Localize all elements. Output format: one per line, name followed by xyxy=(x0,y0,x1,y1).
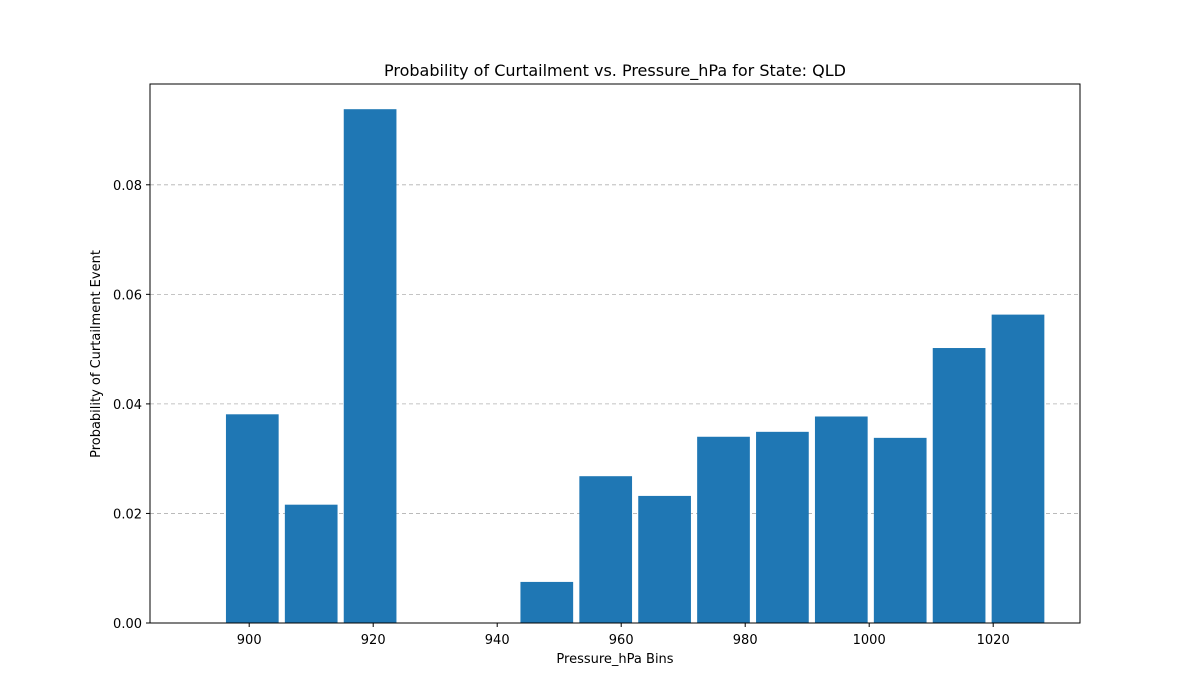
bar xyxy=(756,431,809,623)
y-tick-label: 0.08 xyxy=(113,179,142,194)
plot-frame xyxy=(149,83,1081,624)
y-axis-label: Probability of Curtailment Event xyxy=(89,250,104,458)
bar xyxy=(579,476,633,623)
chart-title: Probability of Curtailment vs. Pressure_… xyxy=(384,61,846,81)
x-tick-label: 980 xyxy=(733,633,758,648)
x-axis-ticks: 900 920 940 960 980 1000 1020 xyxy=(237,623,1010,648)
x-tick-label: 960 xyxy=(609,633,634,648)
x-axis-label: Pressure_hPa Bins xyxy=(556,652,673,667)
y-axis-ticks: 0.00 0.02 0.04 0.06 0.08 xyxy=(113,179,150,632)
bar xyxy=(520,581,574,623)
bar xyxy=(225,414,279,623)
y-tick-label: 0.06 xyxy=(113,288,142,303)
bar xyxy=(697,436,750,623)
y-tick-label: 0.00 xyxy=(113,617,142,632)
x-tick-label: 1020 xyxy=(977,633,1010,648)
x-tick-label: 920 xyxy=(361,633,386,648)
y-tick-label: 0.04 xyxy=(113,398,142,413)
bar xyxy=(932,348,986,623)
x-tick-label: 1000 xyxy=(853,633,886,648)
bar xyxy=(991,314,1045,623)
bars-layer xyxy=(225,109,1045,624)
bar xyxy=(343,109,397,624)
x-tick-label: 940 xyxy=(485,633,510,648)
bar xyxy=(873,437,927,623)
bar xyxy=(638,495,691,623)
bar xyxy=(284,504,338,623)
bar xyxy=(814,416,868,623)
x-tick-label: 900 xyxy=(237,633,262,648)
y-tick-label: 0.02 xyxy=(113,507,142,522)
